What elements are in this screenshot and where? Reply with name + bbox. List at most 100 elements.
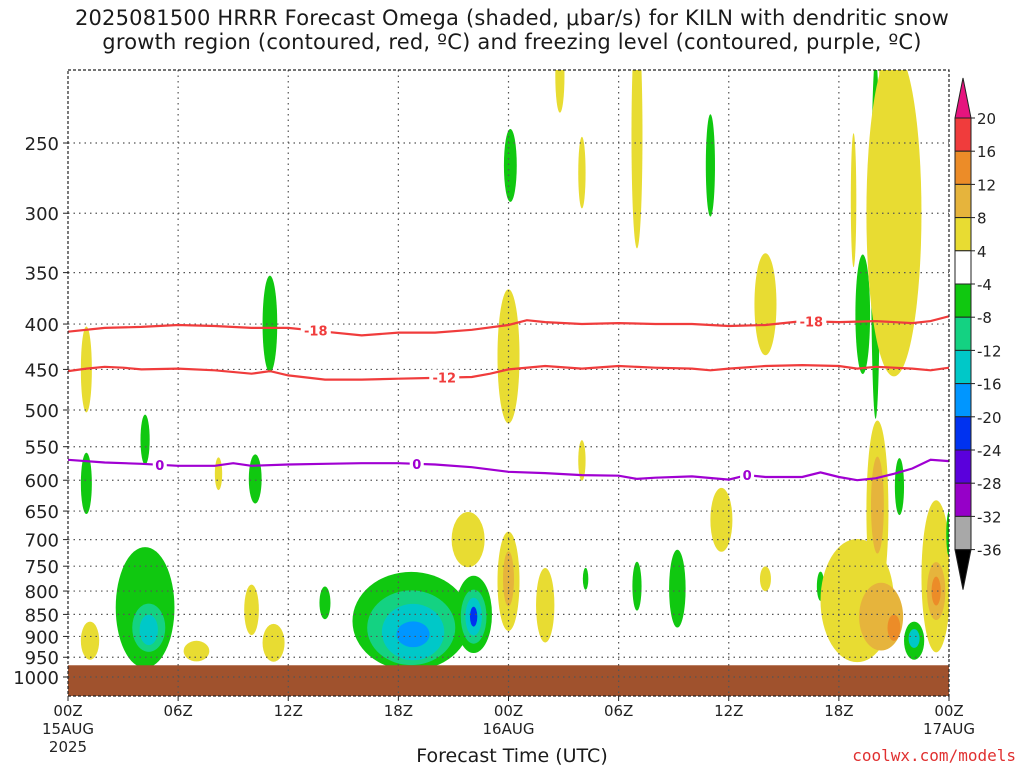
contour-label: 0 xyxy=(412,458,421,473)
x-tick-label: 12Z xyxy=(714,702,743,720)
omega-region-rising-24 xyxy=(632,561,642,611)
contour-label: -18 xyxy=(800,315,824,330)
colorbar-cap-bottom xyxy=(954,549,972,590)
omega-region-rising-38 xyxy=(894,458,905,516)
colorbar-tick-label: 12 xyxy=(977,176,996,194)
colorbar-tick-label: -4 xyxy=(977,276,992,294)
colorbar-segment xyxy=(954,449,972,484)
chart-title: 2025081500 HRRR Forecast Omega (shaded, … xyxy=(0,6,1024,54)
colorbar-tick-label: 20 xyxy=(977,110,996,128)
x-tick-date-label: 15AUG xyxy=(42,720,94,738)
colorbar-segment xyxy=(954,482,972,517)
omega-region-rising-53 xyxy=(908,629,920,648)
contour--12: -12 xyxy=(68,363,949,387)
colorbar-segment xyxy=(954,316,972,351)
colorbar-tick-label: -8 xyxy=(977,309,992,327)
contour-label-bg xyxy=(796,313,827,330)
y-tick-label: 700 xyxy=(25,531,59,552)
y-tick-label: 450 xyxy=(25,360,59,381)
omega-region-rising-2 xyxy=(140,414,150,465)
colorbar-segment xyxy=(954,183,972,219)
colorbar-segment xyxy=(954,383,972,418)
colorbar-tick-label: -32 xyxy=(977,508,1002,526)
x-tick-label: 06Z xyxy=(604,702,633,720)
omega-region-sinking-13 xyxy=(451,512,485,568)
omega-region-sinking-9 xyxy=(244,584,259,636)
x-tick-label: 00Z xyxy=(934,702,963,720)
chart-title-line-1: 2025081500 HRRR Forecast Omega (shaded, … xyxy=(74,6,950,30)
y-tick-label: 650 xyxy=(25,502,59,523)
contour-line-1 xyxy=(68,363,949,381)
colorbar-segment xyxy=(954,349,972,385)
x-tick-label: 00Z xyxy=(494,702,523,720)
colorbar-tick-label: -16 xyxy=(977,376,1002,394)
x-tick-label: 00Z xyxy=(53,702,82,720)
omega-region-rising-56 xyxy=(469,606,478,627)
omega-region-rising-49 xyxy=(139,614,158,646)
omega-region-sinking-45 xyxy=(502,551,515,607)
omega-region-sinking-19 xyxy=(555,70,565,113)
omega-region-sinking-21 xyxy=(578,440,586,481)
contour-label: 0 xyxy=(155,459,164,474)
x-tick-label: 12Z xyxy=(274,702,303,720)
omega-region-sinking-54 xyxy=(931,576,941,606)
y-tick-label: 550 xyxy=(25,438,59,459)
colorbar-segment xyxy=(954,117,972,152)
y-tick-label: 500 xyxy=(25,401,59,422)
contour-0: 0 0 0 xyxy=(68,455,949,484)
omega-region-rising-32 xyxy=(855,254,871,375)
y-tick-label: 1000 xyxy=(13,668,59,689)
colorbar-segment xyxy=(954,217,972,252)
x-tick-label: 18Z xyxy=(824,702,853,720)
colorbar-tick-label: -24 xyxy=(977,442,1002,460)
omega-region-rising-4 xyxy=(248,454,262,504)
x-tick-date-label: 17AUG xyxy=(923,720,975,738)
y-tick-label: 900 xyxy=(25,627,59,648)
y-tick-label: 250 xyxy=(25,134,59,155)
colorbar-tick-label: -20 xyxy=(977,409,1002,427)
credit-link[interactable]: coolwx.com/models xyxy=(852,746,1016,765)
y-tick-label: 400 xyxy=(25,315,59,336)
omega-region-rising-22 xyxy=(582,567,589,590)
colorbar-segment xyxy=(954,150,972,185)
contour-label-bg xyxy=(409,455,424,472)
omega-region-sinking-10 xyxy=(262,623,285,662)
contour-label-bg xyxy=(429,369,460,386)
x-tick-year-label: 2025 xyxy=(49,738,87,756)
contour-label: -18 xyxy=(304,325,328,340)
colorbar-tick-label: 4 xyxy=(977,243,987,261)
colorbar-segment xyxy=(954,250,972,285)
omega-region-sinking-29 xyxy=(754,253,777,356)
colorbar-segment xyxy=(954,416,972,451)
omega-region-sinking-47 xyxy=(870,456,884,554)
omega-region-sinking-52 xyxy=(887,614,901,641)
omega-region-rising-41 xyxy=(946,511,949,557)
omega-region-rising-26 xyxy=(705,114,715,217)
colorbar-tick-label: 8 xyxy=(977,210,987,228)
omega-region-sinking-20 xyxy=(578,136,586,209)
omega-region-sinking-3 xyxy=(214,457,223,491)
omega-region-rising-11 xyxy=(319,586,331,620)
omega-region-sinking-28 xyxy=(759,566,771,592)
y-tick-label: 350 xyxy=(25,264,59,285)
omega-region-rising-55 xyxy=(396,621,430,648)
contour--18: -18 -18 xyxy=(68,313,949,340)
colorbar-tick-label: -28 xyxy=(977,475,1002,493)
omega-region-rising-5 xyxy=(262,275,278,373)
y-tick-label: 600 xyxy=(25,471,59,492)
colorbar: 20 16 12 8 4 -4 -8 -12 -16 -20 -24 -28 -32 -36 xyxy=(954,77,1002,590)
y-tick-label: 800 xyxy=(25,582,59,603)
y-axis: 2503003504004505005506006507007508008509… xyxy=(13,134,68,689)
contour-label-bg xyxy=(300,322,331,339)
omega-region-sinking-6 xyxy=(80,621,100,660)
contour-label-bg xyxy=(152,456,167,473)
omega-region-rising-15 xyxy=(503,128,517,202)
omega-region-sinking-34 xyxy=(866,70,922,377)
x-tick-label: 06Z xyxy=(163,702,192,720)
y-tick-label: 850 xyxy=(25,605,59,626)
colorbar-segment xyxy=(954,283,972,318)
y-tick-label: 750 xyxy=(25,557,59,578)
colorbar-cap-top xyxy=(954,77,972,119)
omega-region-sinking-18 xyxy=(536,567,555,643)
